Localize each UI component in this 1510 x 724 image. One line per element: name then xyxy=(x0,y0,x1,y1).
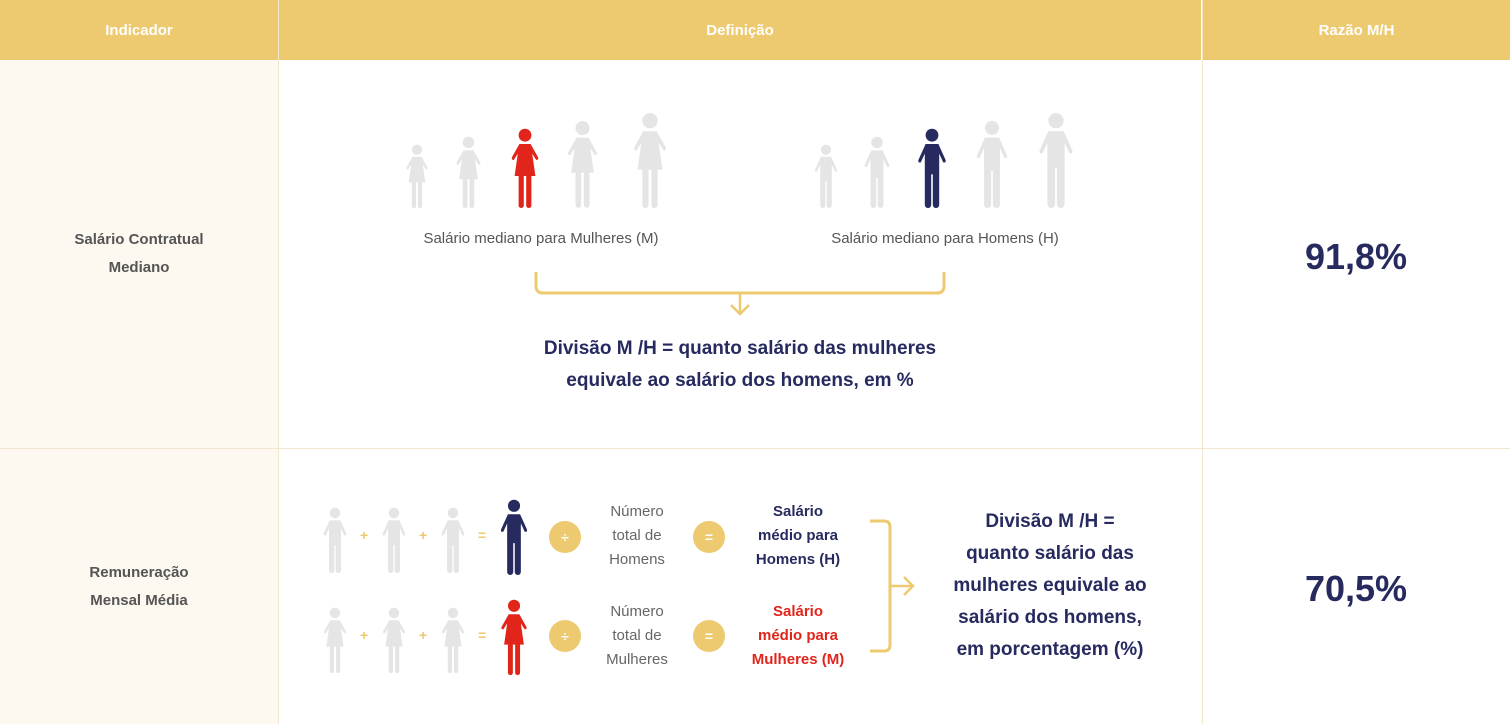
women-average-text: Salário médio para Mulheres (M) xyxy=(751,603,845,668)
indicator-salario-contratual: Salário Contratual Mediano xyxy=(0,60,278,448)
men-count-text: Número total de Homens xyxy=(609,503,665,568)
man-total-icon xyxy=(500,499,528,575)
header-definicao: Definição xyxy=(279,0,1201,60)
bracket-arrow-2 xyxy=(870,519,915,653)
man-icon xyxy=(976,120,1008,208)
ratio-value: 70,5% xyxy=(1304,568,1408,609)
men-median-label: Salário mediano para Homens (H) xyxy=(831,230,1059,247)
header-razao: Razão M/H xyxy=(1203,0,1510,60)
man-median-icon xyxy=(918,128,946,208)
man-icon xyxy=(382,507,406,573)
man-icon xyxy=(864,136,890,208)
man-icon xyxy=(323,507,347,573)
woman-icon xyxy=(442,607,464,673)
man-icon xyxy=(1039,112,1073,208)
header-indicador: Indicador xyxy=(0,0,278,60)
woman-icon xyxy=(456,136,481,208)
result-line: equivale ao salário dos homens, em % xyxy=(566,370,914,391)
indicator-remuneracao: Remuneração Mensal Média xyxy=(0,449,278,724)
plus-sign: + xyxy=(360,627,369,643)
plus-sign: + xyxy=(360,527,369,543)
woman-median-icon xyxy=(511,128,539,208)
men-average-text: Salário médio para Homens (H) xyxy=(755,503,841,568)
women-median-label: Salário mediano para Mulheres (M) xyxy=(423,230,659,247)
figures-average xyxy=(323,499,528,675)
man-icon xyxy=(814,144,838,208)
equals-icon: = xyxy=(693,620,725,652)
woman-icon xyxy=(567,121,598,208)
result-text-2: Divisão M /H = quanto salário das mulheres… xyxy=(953,511,1147,660)
equals-sign: = xyxy=(478,527,487,543)
indicator-label: Salário Contratual Mediano xyxy=(74,231,204,276)
plus-sign: + xyxy=(419,527,428,543)
ratio-value: 91,8% xyxy=(1304,236,1408,277)
man-icon xyxy=(441,507,465,573)
figures-median xyxy=(406,112,1073,208)
result-line: Divisão M /H = quanto salário das mulher… xyxy=(543,338,937,359)
result-text-1: Divisão M /H = quanto salário das mulher… xyxy=(440,333,1040,397)
divide-icon: ÷ xyxy=(549,521,581,553)
woman-icon xyxy=(406,144,428,208)
bracket-arrow xyxy=(534,272,946,316)
woman-icon xyxy=(324,607,346,673)
indicator-label-1: Remuneração xyxy=(89,563,189,581)
divide-icon: ÷ xyxy=(549,620,581,652)
women-count-text: Número total de Mulheres xyxy=(606,603,668,668)
equals-sign: = xyxy=(478,627,487,643)
woman-total-icon xyxy=(501,599,527,675)
equals-icon: = xyxy=(693,521,725,553)
woman-icon xyxy=(634,112,666,208)
plus-sign: + xyxy=(419,627,428,643)
woman-icon xyxy=(383,607,405,673)
indicator-label-2: Mensal Média xyxy=(90,591,188,609)
